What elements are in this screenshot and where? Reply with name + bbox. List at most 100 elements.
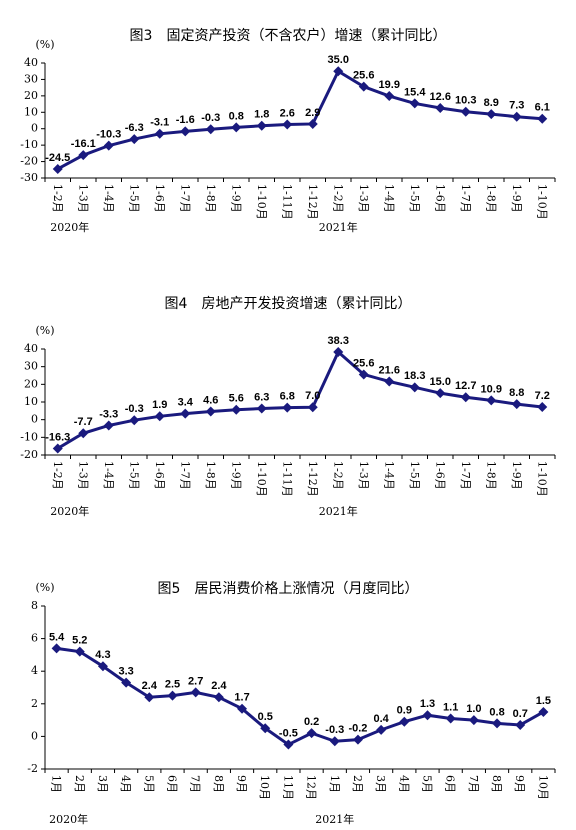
point-marker — [306, 728, 317, 739]
point-marker — [231, 404, 242, 415]
x-tick-label: 1-9月 — [229, 461, 242, 490]
data-label: 7.2 — [535, 390, 550, 402]
x-tick-label: 1-5月 — [127, 461, 140, 490]
data-label: 1.7 — [234, 692, 249, 704]
data-label: 2.6 — [280, 107, 295, 119]
point-marker — [260, 723, 271, 734]
point-marker — [237, 703, 248, 714]
data-label: -10.3 — [96, 129, 121, 141]
x-tick-label: 2月 — [73, 775, 86, 793]
x-tick-label: 1-10月 — [255, 461, 268, 497]
x-tick-label: 1-8月 — [204, 184, 217, 213]
year-label: 2021年 — [319, 220, 358, 234]
y-tick-label: -20 — [20, 155, 38, 168]
data-label: 8.8 — [509, 387, 524, 399]
x-tick-label: 12月 — [305, 775, 318, 800]
x-tick-label: 1-3月 — [76, 184, 89, 213]
point-marker — [282, 119, 293, 130]
chart-title: 图5 居民消费价格上涨情况（月度同比） — [158, 581, 419, 597]
year-label: 2021年 — [319, 504, 358, 518]
x-tick-label: 7月 — [189, 775, 202, 793]
y-tick-label: -10 — [20, 430, 38, 443]
data-label: 0.8 — [229, 110, 244, 122]
point-marker — [486, 395, 497, 406]
data-label: -3.3 — [99, 408, 118, 420]
point-marker — [213, 692, 224, 703]
x-tick-label: 10月 — [258, 775, 271, 800]
x-tick-label: 1-9月 — [510, 461, 523, 490]
y-tick-label: 20 — [24, 377, 38, 390]
x-tick-label: 1-2月 — [51, 184, 64, 213]
data-label: 19.9 — [379, 79, 400, 91]
x-tick-label: 1-2月 — [51, 461, 64, 490]
x-tick-label: 1月 — [50, 775, 63, 793]
point-marker — [376, 724, 387, 735]
point-marker — [121, 677, 132, 688]
point-marker — [154, 411, 165, 422]
x-tick-label: 6月 — [444, 775, 457, 793]
point-marker — [358, 81, 369, 92]
data-label: -3.1 — [150, 117, 169, 129]
point-marker — [460, 106, 471, 117]
x-tick-label: 4月 — [119, 775, 132, 793]
x-tick-label: 5月 — [142, 775, 155, 793]
x-tick-label: 7月 — [467, 775, 480, 793]
point-marker — [256, 403, 267, 414]
data-label: 38.3 — [328, 335, 349, 347]
data-label: 18.3 — [404, 370, 425, 382]
data-label: 25.6 — [353, 357, 374, 369]
data-label: 0.4 — [373, 713, 389, 725]
point-marker — [537, 113, 548, 124]
point-marker — [307, 402, 318, 413]
point-marker — [74, 646, 85, 657]
point-marker — [205, 406, 216, 417]
data-label: -7.7 — [74, 416, 93, 428]
x-tick-label: 1-12月 — [306, 184, 319, 220]
point-marker — [384, 91, 395, 102]
point-marker — [256, 120, 267, 131]
point-marker — [333, 66, 344, 77]
x-tick-label: 1-6月 — [433, 461, 446, 490]
x-tick-label: 8月 — [490, 775, 503, 793]
x-tick-label: 1-2月 — [331, 184, 344, 213]
x-tick-label: 1-7月 — [178, 461, 191, 490]
x-tick-label: 1-9月 — [510, 184, 523, 213]
point-marker — [283, 739, 294, 750]
point-marker — [492, 718, 503, 729]
data-label: -0.5 — [279, 727, 298, 739]
x-tick-label: 1-10月 — [255, 184, 268, 220]
point-marker — [329, 736, 340, 747]
x-tick-label: 1-8月 — [484, 461, 497, 490]
data-label: -1.6 — [176, 114, 195, 126]
data-label: 4.3 — [95, 649, 110, 661]
data-label: 1.0 — [466, 703, 481, 715]
data-label: 0.9 — [397, 705, 412, 717]
data-label: 35.0 — [328, 54, 349, 66]
y-tick-label: -20 — [20, 448, 38, 461]
x-tick-label: 1-2月 — [331, 461, 344, 490]
x-tick-label: 1-12月 — [306, 461, 319, 497]
data-label: 10.9 — [481, 383, 502, 395]
point-marker — [511, 111, 522, 122]
point-marker — [486, 109, 497, 120]
x-tick-label: 11月 — [281, 775, 294, 800]
unit-label: (%) — [35, 38, 54, 51]
point-marker — [399, 716, 410, 727]
point-marker — [52, 443, 63, 454]
x-tick-label: 3月 — [96, 775, 109, 793]
data-label: 15.4 — [404, 86, 426, 98]
year-label: 2020年 — [49, 812, 88, 826]
x-tick-label: 1-4月 — [382, 461, 395, 490]
y-tick-label: 40 — [24, 56, 38, 69]
data-label: -16.3 — [45, 431, 70, 443]
point-marker — [129, 415, 140, 426]
y-tick-label: 30 — [24, 72, 38, 85]
x-tick-label: 3月 — [374, 775, 387, 793]
data-label: 1.5 — [536, 695, 551, 707]
data-label: 6.3 — [254, 391, 269, 403]
y-tick-label: 8 — [31, 599, 38, 612]
point-marker — [409, 382, 420, 393]
y-tick-label: 0 — [31, 122, 38, 135]
data-label: 15.0 — [430, 376, 451, 388]
